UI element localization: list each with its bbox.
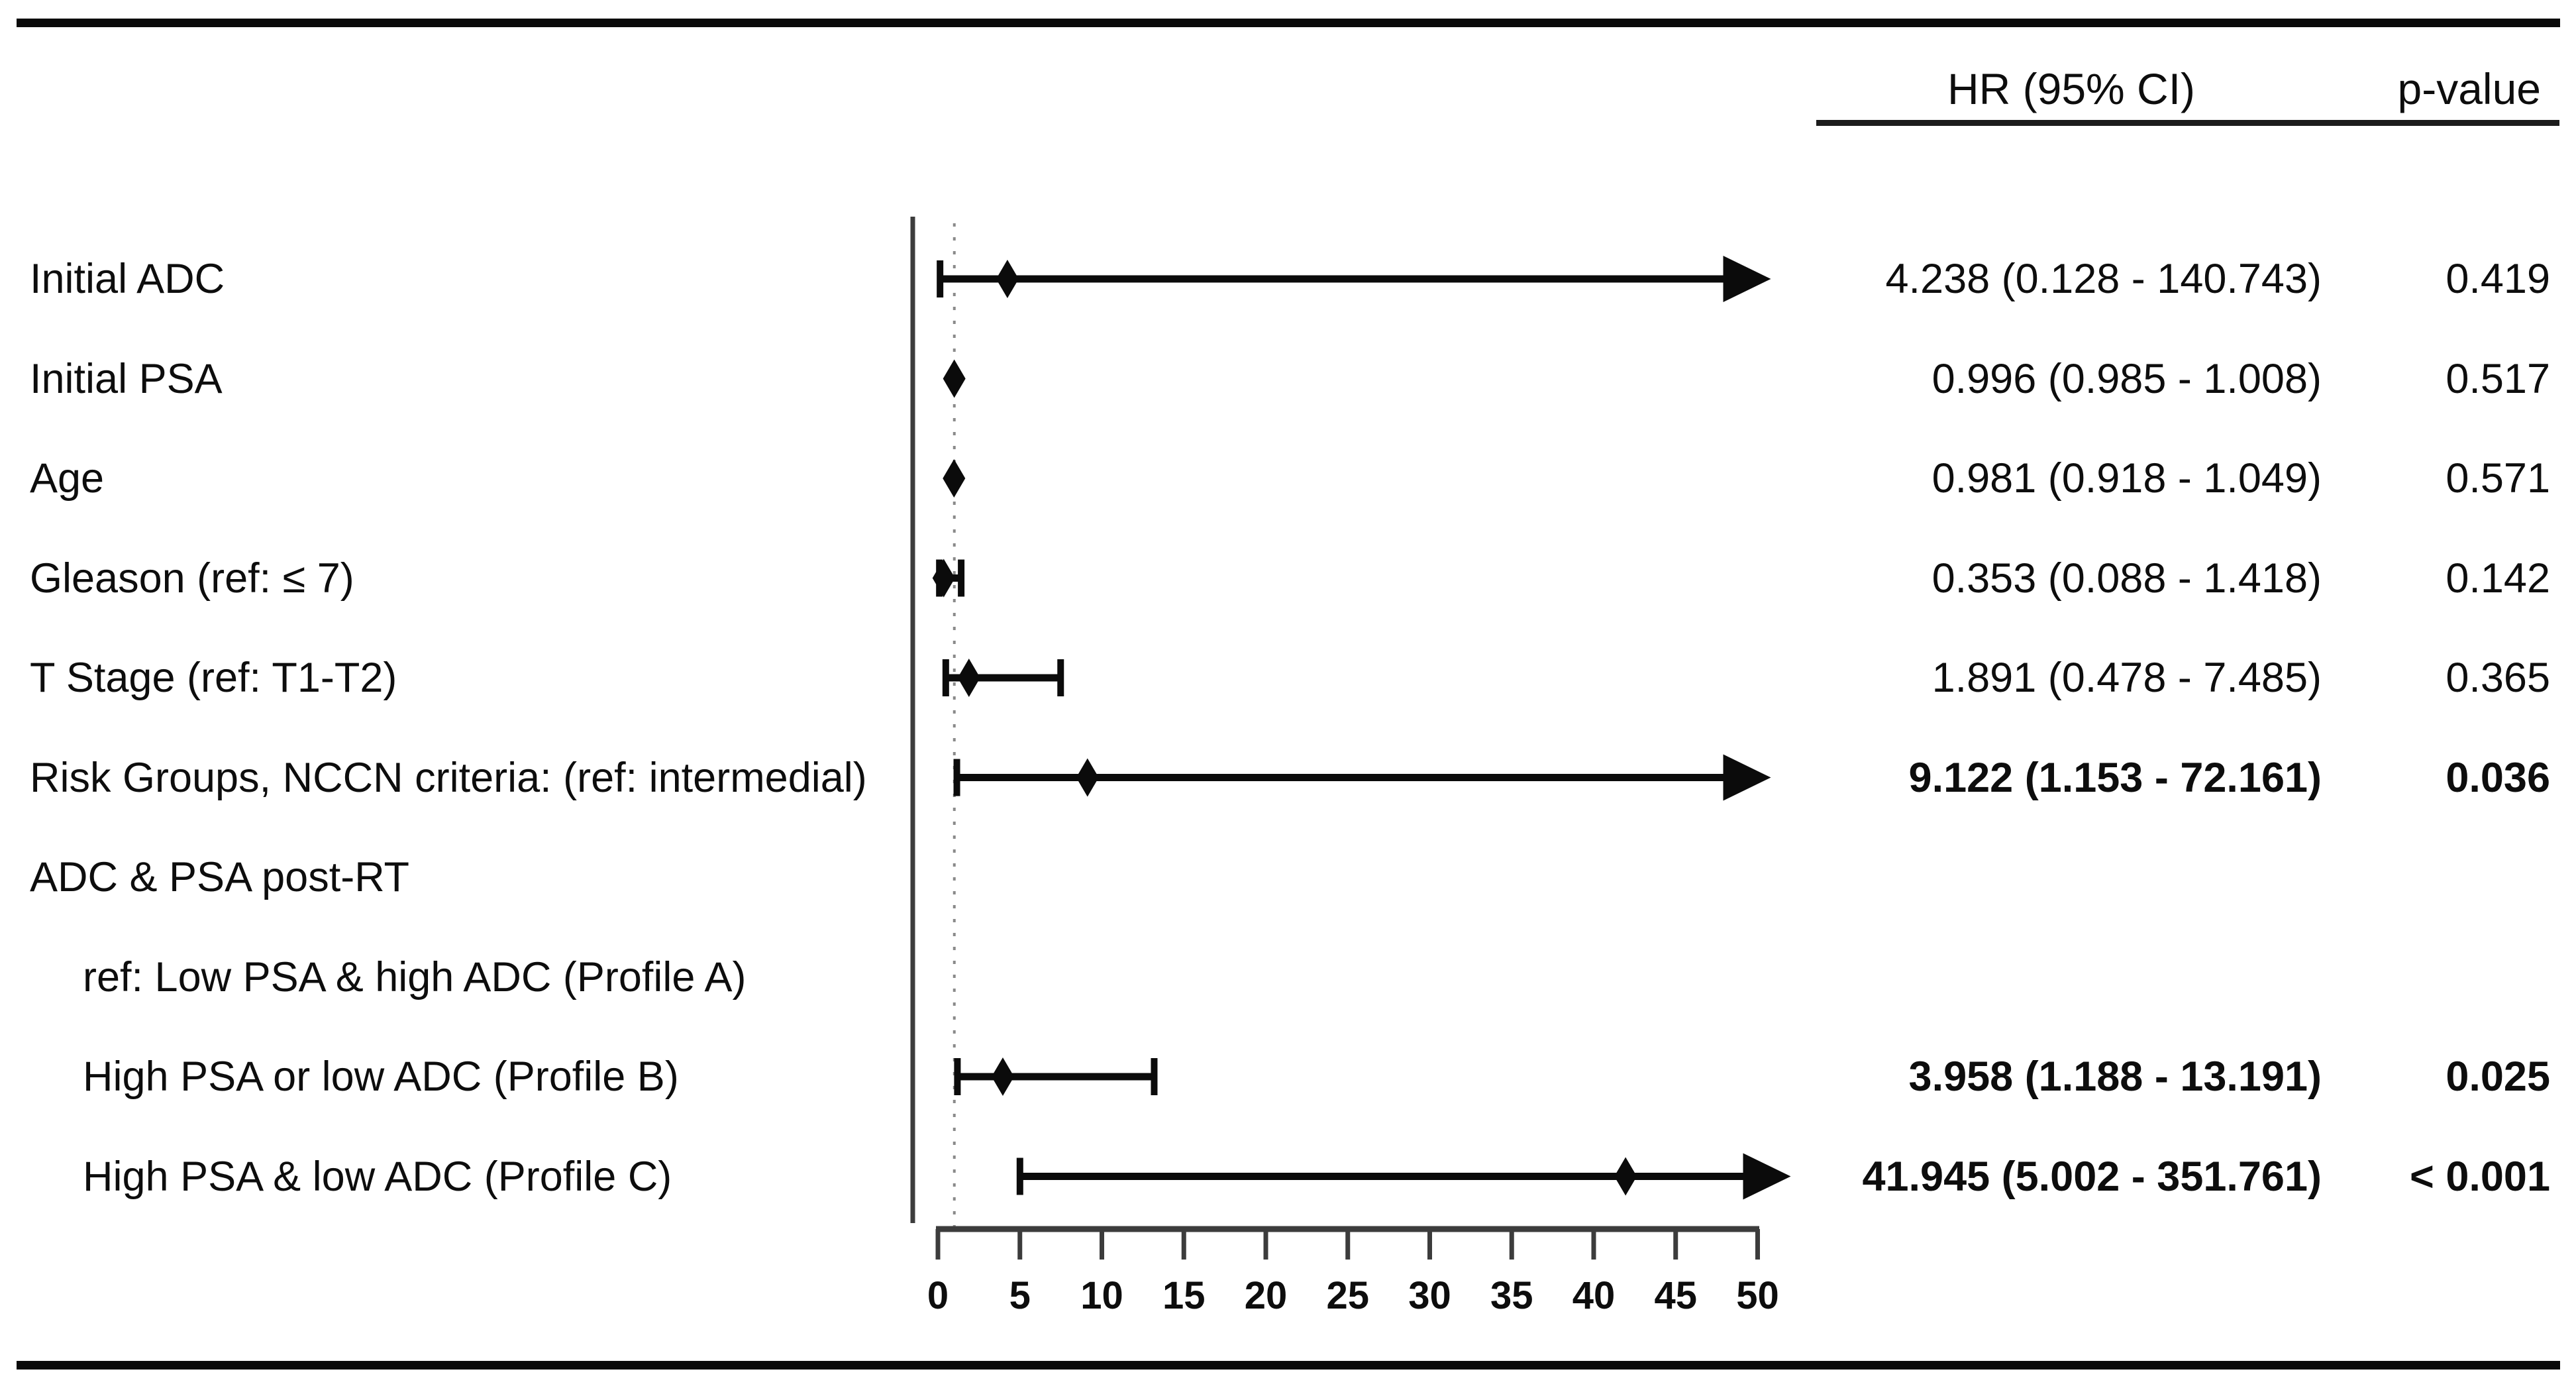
p-value: 0.365 <box>2446 655 2550 701</box>
x-tick-label: 10 <box>1080 1274 1123 1317</box>
column-header-hr-ci: HR (95% CI) <box>1947 64 2196 113</box>
x-tick-label: 20 <box>1245 1274 1288 1317</box>
x-tick-label: 50 <box>1736 1274 1779 1317</box>
row-label: Initial ADC <box>30 256 225 302</box>
row-label: ADC & PSA post-RT <box>30 854 410 900</box>
ci-arrow-right <box>1723 256 1771 302</box>
row-label: Risk Groups, NCCN criteria: (ref: interm… <box>30 755 867 801</box>
x-tick-label: 45 <box>1654 1274 1697 1317</box>
hr-point-diamond <box>957 659 980 697</box>
p-value: 0.036 <box>2446 755 2550 801</box>
p-value: < 0.001 <box>2410 1154 2550 1200</box>
hr-ci-value: 1.891 (0.478 - 7.485) <box>1932 655 2322 701</box>
hr-point-diamond <box>1076 758 1099 797</box>
p-value: 0.571 <box>2446 455 2550 502</box>
column-header-p-value: p-value <box>2397 64 2541 113</box>
hr-ci-value: 0.996 (0.985 - 1.008) <box>1932 356 2322 402</box>
hr-ci-value: 9.122 (1.153 - 72.161) <box>1908 755 2322 801</box>
row-label: Initial PSA <box>30 356 223 402</box>
x-tick-label: 35 <box>1490 1274 1533 1317</box>
x-tick-label: 0 <box>927 1274 949 1317</box>
hr-ci-value: 41.945 (5.002 - 351.761) <box>1862 1154 2322 1200</box>
p-value: 0.025 <box>2446 1053 2550 1100</box>
hr-point-diamond <box>996 260 1019 298</box>
row-label: Gleason (ref: ≤ 7) <box>30 555 354 602</box>
x-tick-label: 40 <box>1572 1274 1616 1317</box>
hr-point-diamond <box>932 559 955 598</box>
hr-ci-value: 3.958 (1.188 - 13.191) <box>1908 1053 2322 1100</box>
x-tick-label: 5 <box>1009 1274 1031 1317</box>
bottom-border-line <box>17 1361 2560 1370</box>
hr-ci-value: 0.981 (0.918 - 1.049) <box>1932 455 2322 502</box>
ci-arrow-right <box>1743 1153 1791 1200</box>
hr-point-diamond <box>943 459 966 498</box>
p-value: 0.419 <box>2446 256 2550 302</box>
hr-point-diamond <box>991 1057 1014 1096</box>
x-tick-label: 25 <box>1326 1274 1369 1317</box>
hr-ci-value: 4.238 (0.128 - 140.743) <box>1885 256 2322 302</box>
hr-ci-value: 0.353 (0.088 - 1.418) <box>1932 555 2322 602</box>
row-label: T Stage (ref: T1-T2) <box>30 655 397 701</box>
hr-point-diamond <box>943 359 966 398</box>
row-label: High PSA or low ADC (Profile B) <box>83 1053 679 1100</box>
x-tick-label: 30 <box>1408 1274 1451 1317</box>
p-value: 0.142 <box>2446 555 2550 602</box>
ci-arrow-right <box>1723 754 1771 801</box>
p-value: 0.517 <box>2446 356 2550 402</box>
top-border-line <box>17 19 2560 27</box>
header-underline <box>1816 120 2559 126</box>
row-label: High PSA & low ADC (Profile C) <box>83 1154 672 1200</box>
row-label: Age <box>30 455 105 502</box>
row-label: ref: Low PSA & high ADC (Profile A) <box>83 954 747 1000</box>
x-tick-label: 15 <box>1162 1274 1206 1317</box>
hr-point-diamond <box>1614 1157 1637 1196</box>
